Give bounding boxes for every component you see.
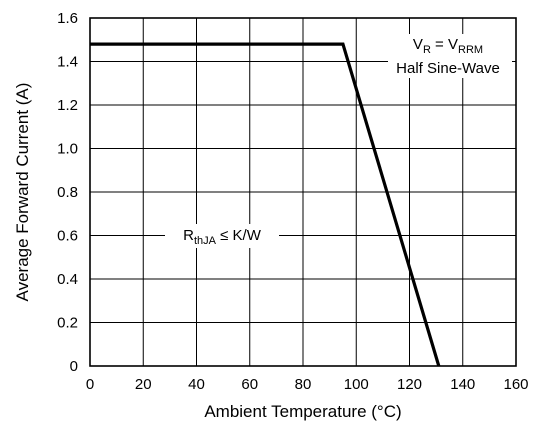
thermal-annotation-bg [165,224,279,248]
x-tick-label: 0 [86,376,94,393]
thermal-annotation: RthJA ≤ K/W [183,227,262,247]
y-tick-label: 0 [70,358,78,375]
y-tick-label: 0.8 [57,184,78,201]
condition-annotation-line1: VR = VRRM [413,36,483,56]
y-axis-label: Average Forward Current (A) [13,83,32,302]
x-tick-label: 160 [503,376,528,393]
x-tick-label: 60 [241,376,258,393]
x-tick-label: 120 [397,376,422,393]
x-tick-label: 80 [295,376,312,393]
y-tick-label: 1.0 [57,141,78,158]
y-tick-label: 0.6 [57,228,78,245]
derating-curve [90,42,441,367]
y-tick-label: 0.2 [57,315,78,332]
x-tick-label: 140 [450,376,475,393]
tick-labels: 0 20 40 60 80 100 120 140 160 0 0.2 0.4 0.6 0.8 1.0 1.2… [57,10,528,393]
y-tick-label: 1.4 [57,54,78,71]
x-tick-label: 40 [188,376,205,393]
condition-annotation-line2: Half Sine-Wave [396,60,500,77]
y-tick-label: 1.2 [57,97,78,114]
x-axis-label: Ambient Temperature (°C) [204,402,401,421]
x-tick-label: 20 [135,376,152,393]
x-tick-label: 100 [344,376,369,393]
y-tick-label: 1.6 [57,10,78,27]
condition-annotation-bg [388,34,512,78]
plot-frame [89,17,517,367]
y-tick-label: 0.4 [57,271,78,288]
series-layer [90,42,441,367]
